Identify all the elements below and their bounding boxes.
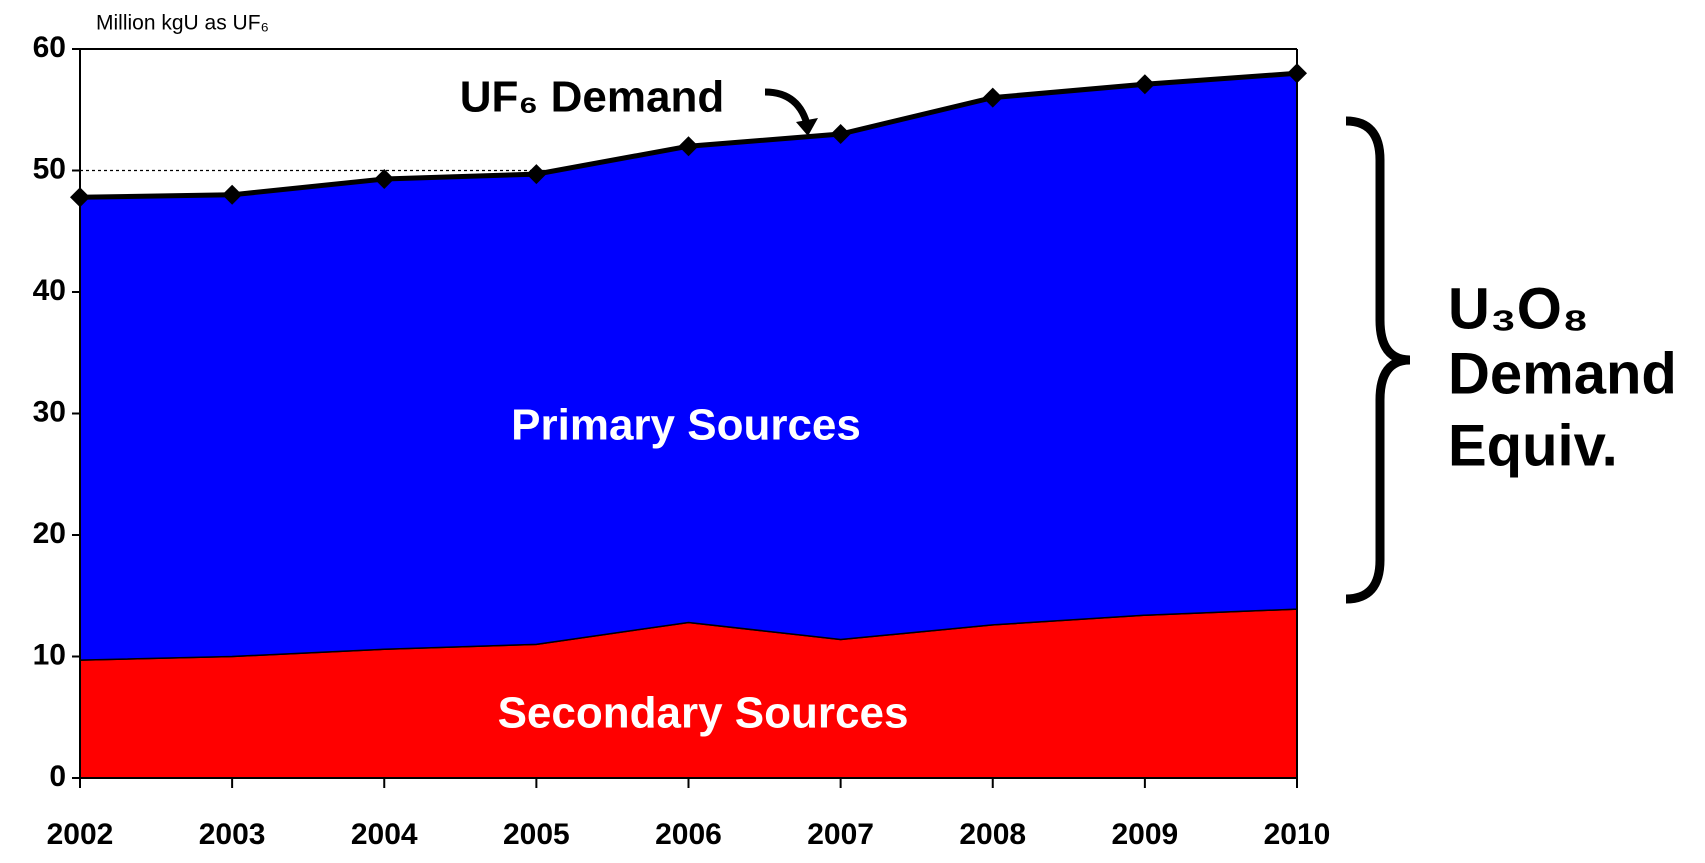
demand-marker xyxy=(678,136,699,157)
x-tick-label: 2010 xyxy=(1264,818,1331,851)
demand-marker xyxy=(830,124,851,145)
x-tick-label: 2008 xyxy=(959,818,1026,851)
y-tick-label: 20 xyxy=(33,517,66,550)
x-tick-label: 2009 xyxy=(1112,818,1179,851)
annotation: U₃O₈ xyxy=(1448,276,1589,341)
areas xyxy=(79,72,1298,779)
foreground: 0 10 20 30 40 50 60 2002 2003 2004 2005 2006 2007 200… xyxy=(33,31,1331,851)
demand-marker xyxy=(1134,74,1155,95)
series-label: Secondary Sources xyxy=(498,689,909,738)
x-tick-label: 2006 xyxy=(655,818,722,851)
y-tick-label: 30 xyxy=(33,395,66,428)
annotation-arrowhead xyxy=(796,118,818,136)
demand-marker xyxy=(982,87,1003,108)
demand-marker xyxy=(526,164,547,185)
y-tick-label: 60 xyxy=(33,31,66,64)
y-axis-label: Million kgU as UF₆ xyxy=(96,12,269,35)
brace xyxy=(1345,116,1411,604)
x-tick-label: 2007 xyxy=(807,818,874,851)
line-label: UF₆ Demand xyxy=(460,73,724,122)
y-tick-label: 40 xyxy=(33,274,66,307)
x-tick-label: 2002 xyxy=(47,818,114,851)
x-tick-label: 2003 xyxy=(199,818,266,851)
y-tick-label: 0 xyxy=(49,760,66,793)
demand-marker xyxy=(374,169,395,190)
x-tick-label: 2004 xyxy=(351,818,418,851)
annotation: Equiv. xyxy=(1448,413,1618,478)
x-tick-label: 2005 xyxy=(503,818,570,851)
demand-marker xyxy=(222,184,243,205)
y-tick-label: 50 xyxy=(33,152,66,185)
annotation: Demand xyxy=(1448,341,1677,406)
y-tick-label: 10 xyxy=(33,638,66,671)
series-label: Primary Sources xyxy=(511,401,861,450)
area xyxy=(79,72,1298,661)
